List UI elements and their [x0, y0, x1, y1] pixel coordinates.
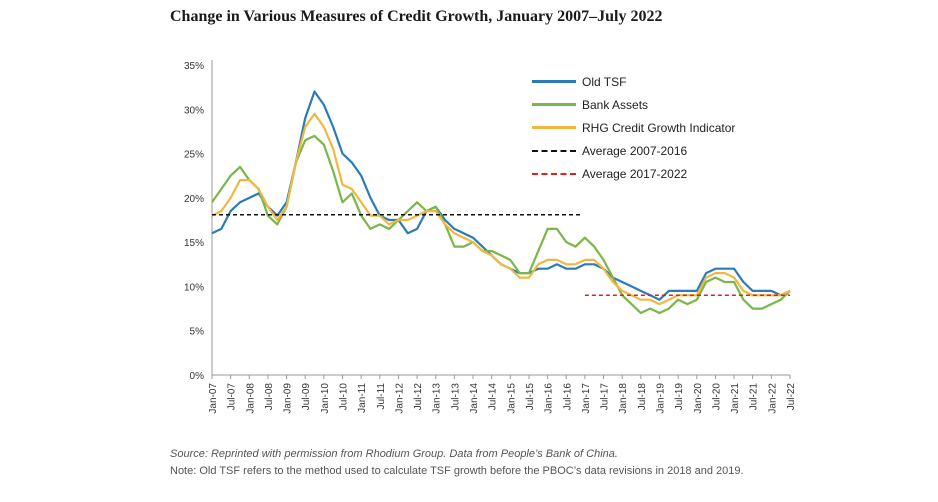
x-tick-label: Jan-16 — [544, 383, 555, 414]
legend-label: Old TSF — [582, 74, 627, 89]
footnote: Note: Old TSF refers to the method used … — [170, 465, 744, 477]
x-tick-label: Jan-11 — [357, 383, 368, 413]
x-tick-label: Jul-07 — [227, 383, 238, 411]
legend-item-old_tsf: Old TSF — [532, 70, 735, 93]
x-tick-label: Jan-21 — [730, 383, 741, 414]
legend-label: Bank Assets — [582, 97, 649, 112]
legend-swatch — [532, 103, 576, 106]
y-tick-label: 10% — [184, 282, 204, 293]
x-tick-label: Jul-13 — [450, 383, 461, 411]
y-tick-label: 15% — [184, 238, 204, 249]
x-tick-label: Jul-10 — [339, 383, 350, 411]
legend-label: Average 2007-2016 — [582, 143, 688, 158]
chart-ticks: 0% 5% 10% 15% 20% 25% 30% 35% Jan-07 Jul-07 Jan-08… — [184, 61, 797, 414]
y-tick-label: 35% — [184, 61, 204, 72]
y-tick-label: 25% — [184, 150, 204, 161]
legend-item-bank_assets: Bank Assets — [532, 93, 735, 116]
y-tick-label: 20% — [184, 194, 204, 205]
legend-swatch — [532, 172, 576, 175]
x-tick-label: Jan-15 — [506, 383, 517, 414]
x-tick-label: Jul-15 — [525, 383, 536, 411]
legend-swatch — [532, 149, 576, 152]
x-tick-label: Jul-11 — [376, 383, 387, 410]
chart-axes — [211, 60, 791, 379]
x-tick-label: Jul-16 — [562, 383, 573, 411]
legend-swatch — [532, 126, 576, 129]
legend-label: RHG Credit Growth Indicator — [582, 120, 736, 135]
chart-title: Change in Various Measures of Credit Gro… — [170, 8, 663, 25]
x-tick-label: Jul-19 — [674, 383, 685, 411]
legend-swatch — [532, 80, 576, 83]
x-tick-label: Jul-12 — [413, 383, 424, 411]
x-tick-label: Jan-12 — [394, 383, 405, 414]
legend-item-avg1: Average 2007-2016 — [532, 139, 735, 162]
x-tick-label: Jan-08 — [245, 383, 256, 414]
x-tick-label: Jan-20 — [693, 383, 704, 414]
source-note: Source: Reprinted with permission from R… — [170, 448, 618, 460]
x-tick-label: Jan-13 — [432, 383, 443, 414]
x-tick-label: Jan-22 — [767, 383, 778, 414]
chart-lines — [211, 90, 791, 315]
y-tick-label: 0% — [190, 371, 205, 382]
x-tick-label: Jan-09 — [283, 383, 294, 414]
x-tick-label: Jan-14 — [469, 383, 480, 414]
x-tick-label: Jan-18 — [618, 383, 629, 414]
x-tick-label: Jul-09 — [301, 383, 312, 411]
y-tick-label: 5% — [190, 327, 205, 338]
x-tick-label: Jan-17 — [581, 383, 592, 414]
chart-legend: Old TSF Bank Assets RHG Credit Growth Indi… — [532, 70, 735, 185]
x-tick-label: Jul-20 — [711, 383, 722, 411]
x-tick-label: Jan-07 — [208, 383, 219, 414]
legend-item-avg2: Average 2017-2022 — [532, 162, 735, 185]
legend-item-rhg: RHG Credit Growth Indicator — [532, 116, 735, 139]
x-tick-label: Jul-22 — [786, 383, 797, 411]
y-tick-label: 30% — [184, 105, 204, 116]
x-tick-label: Jan-10 — [320, 383, 331, 414]
x-tick-label: Jan-19 — [655, 383, 666, 414]
x-tick-label: Jul-14 — [488, 383, 499, 411]
x-tick-label: Jul-21 — [749, 383, 760, 411]
legend-label: Average 2017-2022 — [582, 166, 688, 181]
series-line-bank_assets — [211, 134, 791, 315]
x-tick-label: Jul-17 — [600, 383, 611, 411]
x-tick-label: Jul-18 — [637, 383, 648, 411]
x-tick-label: Jul-08 — [264, 383, 275, 411]
